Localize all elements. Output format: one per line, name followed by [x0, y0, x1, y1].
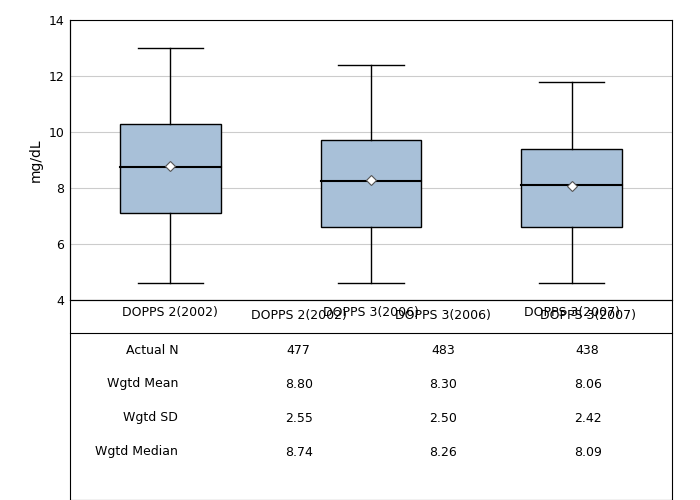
- Text: 8.26: 8.26: [429, 446, 457, 458]
- Text: 2.55: 2.55: [285, 412, 313, 424]
- Y-axis label: mg/dL: mg/dL: [29, 138, 43, 182]
- Text: DOPPS 3(2007): DOPPS 3(2007): [540, 310, 636, 322]
- Text: Wgtd Median: Wgtd Median: [95, 446, 178, 458]
- Text: 438: 438: [576, 344, 600, 356]
- Text: 8.09: 8.09: [574, 446, 602, 458]
- Text: 477: 477: [287, 344, 311, 356]
- Bar: [321, 140, 421, 227]
- Text: Wgtd SD: Wgtd SD: [123, 412, 178, 424]
- Bar: [522, 149, 622, 227]
- Text: 8.74: 8.74: [285, 446, 313, 458]
- Text: 2.50: 2.50: [429, 412, 457, 424]
- Text: 2.42: 2.42: [574, 412, 601, 424]
- Text: DOPPS 2(2002): DOPPS 2(2002): [251, 310, 346, 322]
- Bar: [120, 124, 220, 213]
- Text: 8.30: 8.30: [429, 378, 457, 390]
- Text: 8.06: 8.06: [574, 378, 602, 390]
- Text: Actual N: Actual N: [126, 344, 178, 356]
- Text: 483: 483: [431, 344, 455, 356]
- Text: 8.80: 8.80: [285, 378, 313, 390]
- Text: Wgtd Mean: Wgtd Mean: [107, 378, 178, 390]
- Text: DOPPS 3(2006): DOPPS 3(2006): [395, 310, 491, 322]
